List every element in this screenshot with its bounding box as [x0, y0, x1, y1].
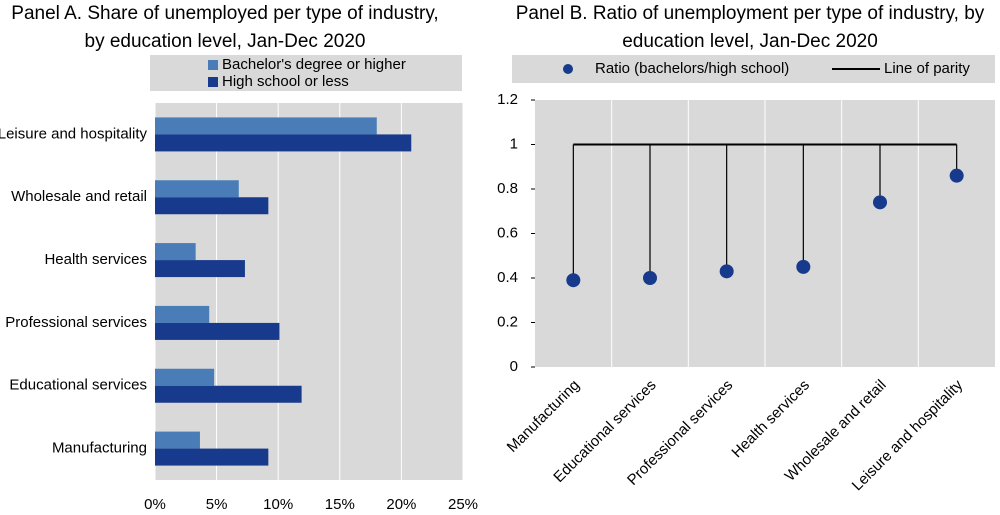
bar: [155, 134, 412, 152]
point: [566, 273, 581, 288]
y-tick-label: 0: [510, 358, 518, 375]
point: [796, 259, 811, 274]
y-tick-label: Educational services: [9, 377, 147, 394]
chart-title: by education level, Jan-Dec 2020: [85, 31, 366, 52]
legend-swatch: [208, 60, 218, 70]
y-tick-label: Manufacturing: [52, 440, 147, 457]
bar: [155, 431, 200, 449]
point: [949, 168, 964, 183]
y-tick-label: 0.2: [497, 313, 518, 330]
bar: [155, 305, 210, 323]
y-tick-label: Health services: [44, 251, 147, 268]
legend-label: High school or less: [222, 73, 349, 90]
bar: [155, 385, 302, 403]
y-tick-label: 0.6: [497, 224, 518, 241]
bar: [155, 322, 280, 340]
point: [873, 195, 887, 210]
legend-label: Line of parity: [884, 60, 970, 77]
chart-title: education level, Jan-Dec 2020: [622, 31, 878, 52]
legend-label: Ratio (bachelors/high school): [595, 60, 789, 77]
legend-box: [512, 55, 995, 83]
x-tick-label: 10%: [263, 496, 293, 513]
legend-box: [150, 55, 462, 91]
point: [643, 271, 657, 285]
x-tick-label: 15%: [325, 496, 355, 513]
x-tick-label: 5%: [206, 496, 228, 513]
y-tick-label: 1: [510, 135, 518, 152]
chart-title: Panel A. Share of unemployed per type of…: [11, 3, 438, 24]
bar: [155, 368, 215, 386]
point: [719, 264, 734, 279]
y-tick-label: 0.8: [497, 180, 518, 197]
y-tick-label: Professional services: [5, 314, 147, 331]
x-tick-label: 0%: [144, 496, 166, 513]
chart-title: Panel B. Ratio of unemployment per type …: [516, 3, 985, 24]
legend-marker: [563, 64, 573, 74]
x-tick-label: 20%: [386, 496, 416, 513]
plot-area: [155, 103, 463, 480]
x-tick-label: 25%: [448, 496, 478, 513]
legend-swatch: [208, 77, 218, 87]
x-tick-label: Health services: [728, 377, 813, 462]
x-tick-label: Manufacturing: [504, 377, 583, 456]
bar: [155, 197, 269, 215]
bar: [155, 117, 377, 135]
y-tick-label: 1.2: [497, 91, 518, 108]
y-tick-label: Leisure and hospitality: [0, 125, 147, 142]
y-tick-label: 0.4: [497, 269, 518, 286]
bar: [155, 260, 245, 278]
bar: [155, 243, 196, 261]
legend-label: Bachelor's degree or higher: [222, 56, 406, 73]
y-tick-label: Wholesale and retail: [11, 188, 147, 205]
bar: [155, 448, 269, 466]
bar: [155, 180, 239, 198]
